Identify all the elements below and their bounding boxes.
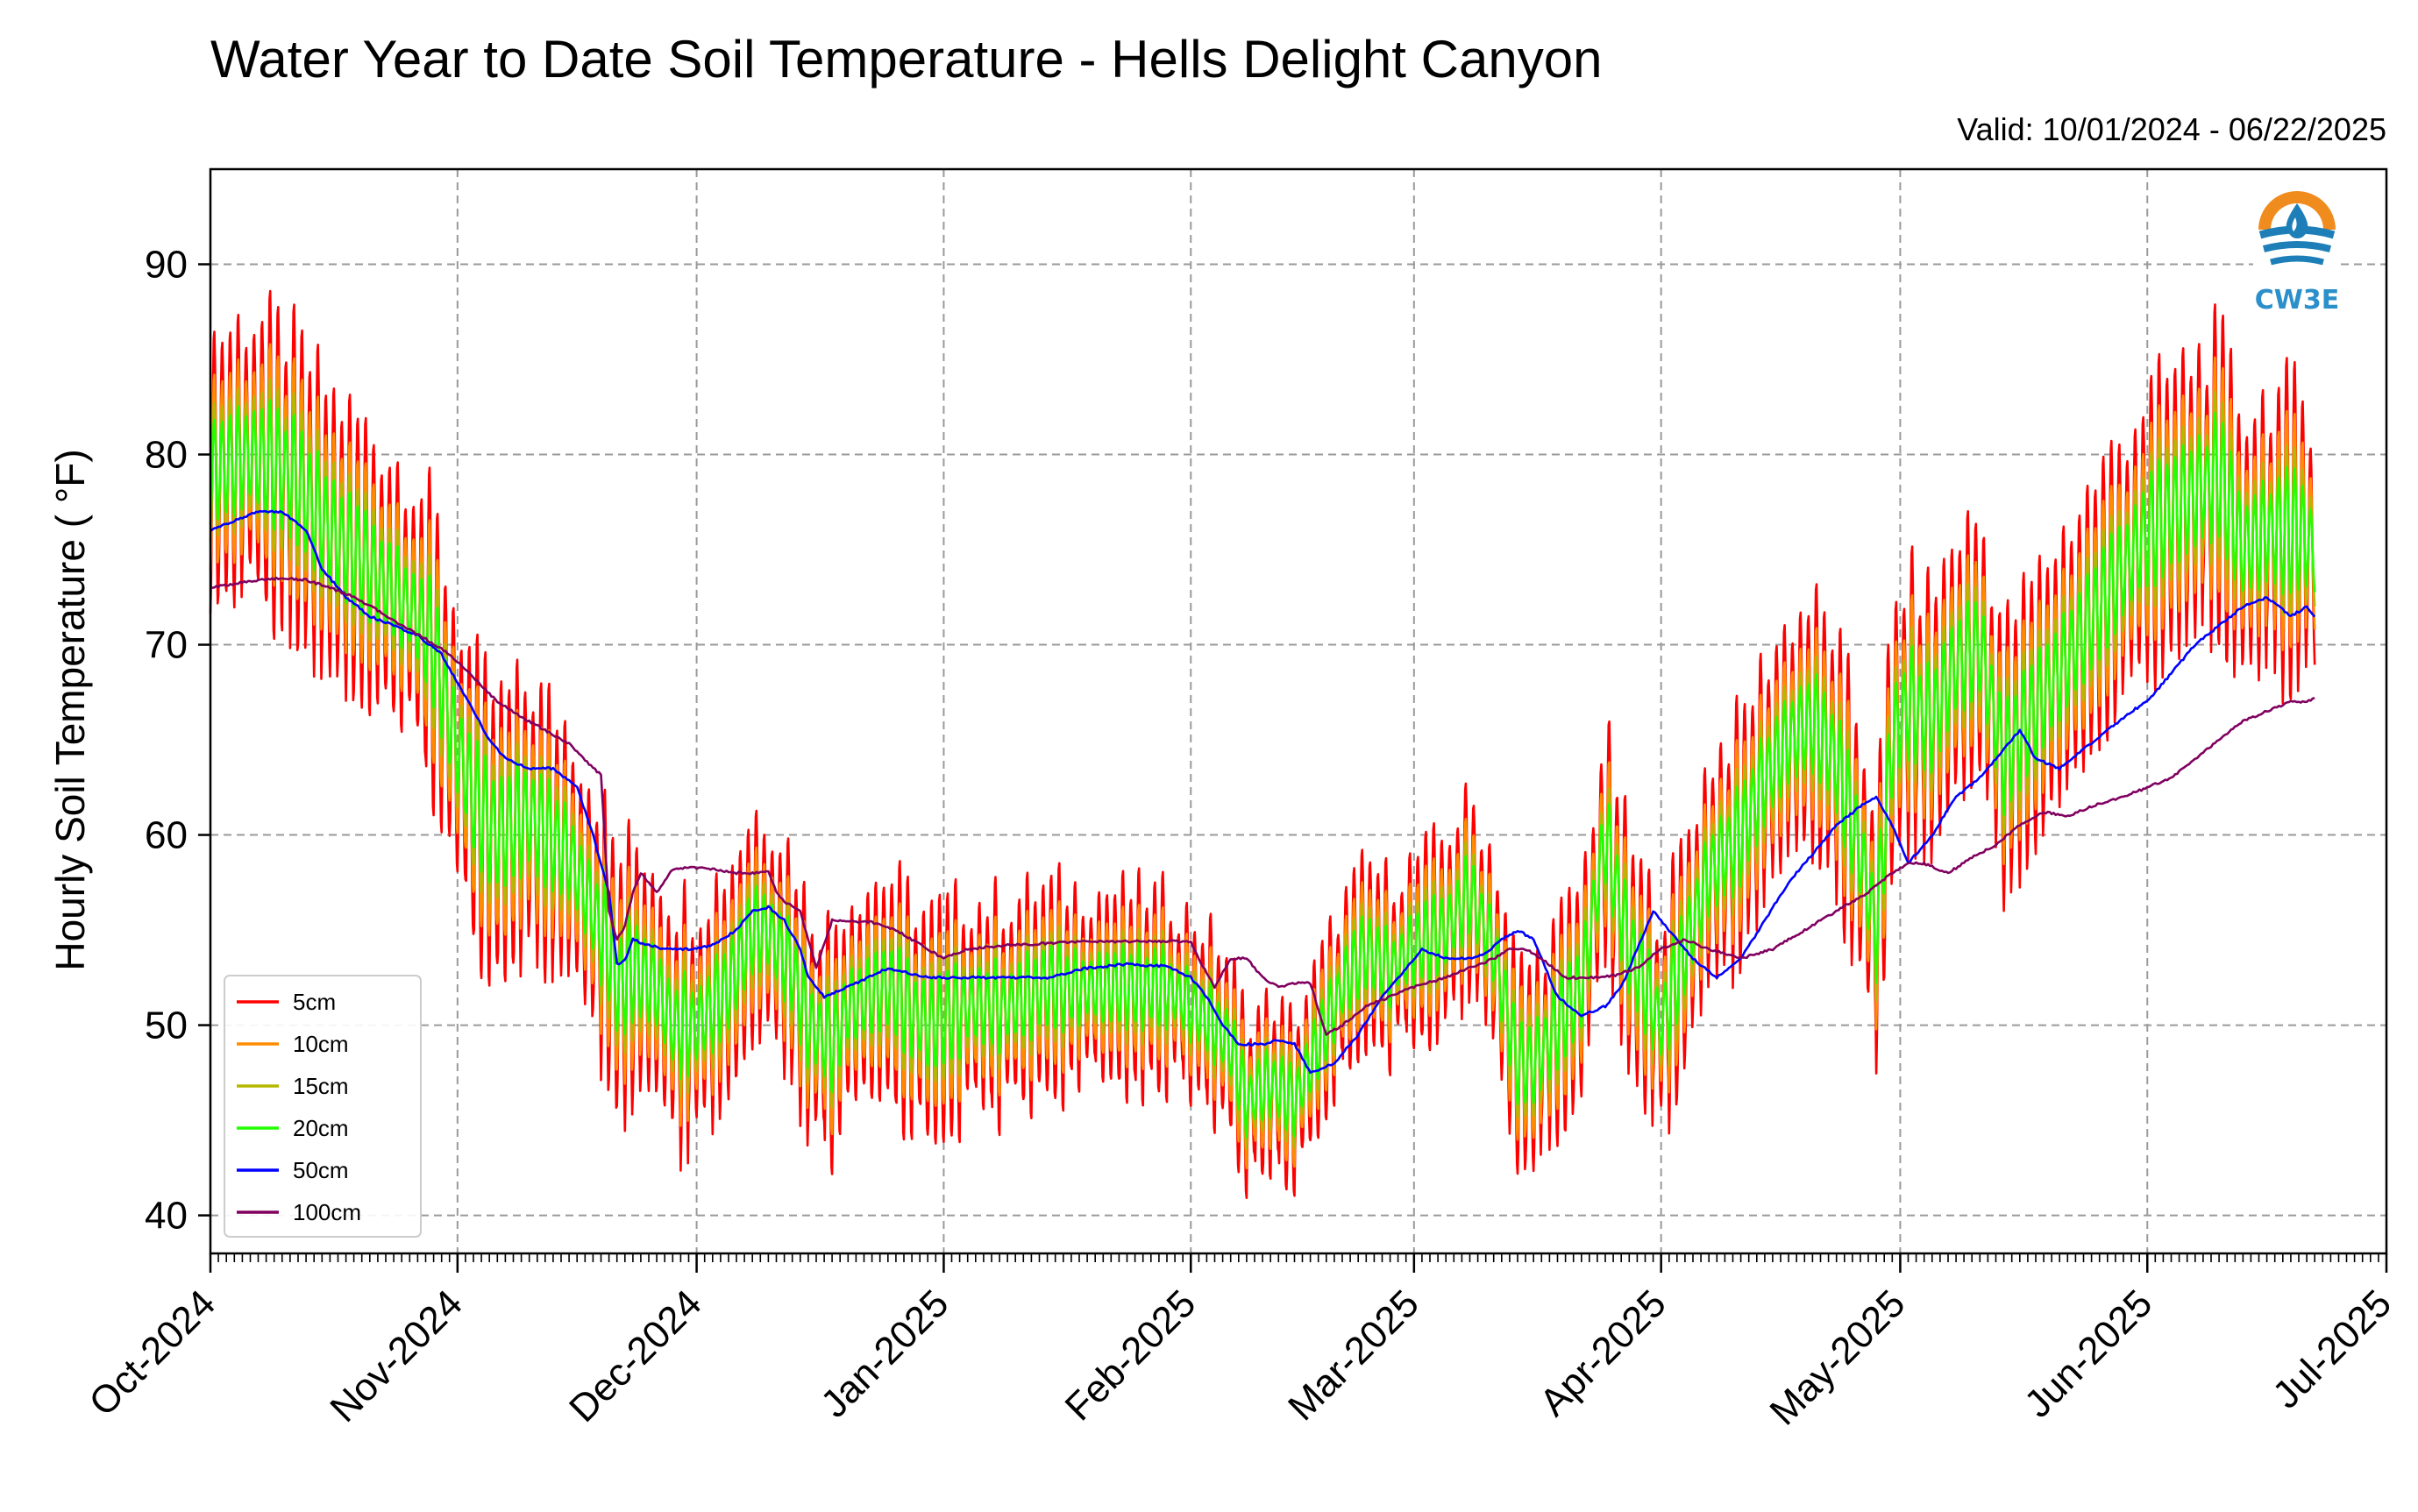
plot-frame — [209, 167, 2388, 1255]
legend-label-20cm: 20cm — [293, 1115, 349, 1141]
series-line-15cm — [209, 378, 2316, 1150]
cw3e-logo: CW3E — [2253, 191, 2341, 316]
logo-text: CW3E — [2255, 285, 2339, 316]
chart-title: Water Year to Date Soil Temperature - He… — [210, 30, 1602, 89]
series-line-20cm — [209, 399, 2316, 1139]
y-tick-label: 70 — [145, 624, 188, 667]
legend-label-10cm: 10cm — [293, 1031, 349, 1057]
legend-label-15cm: 15cm — [293, 1073, 349, 1099]
legend-label-100cm: 100cm — [293, 1199, 361, 1225]
legend-label-50cm: 50cm — [293, 1157, 349, 1183]
water-drop-logo-icon — [2253, 191, 2341, 272]
y-tick-label: 80 — [145, 434, 188, 477]
chart-subtitle: Valid: 10/01/2024 - 06/22/2025 — [1957, 111, 2386, 147]
legend-label-5cm: 5cm — [293, 989, 336, 1015]
y-tick-label: 40 — [145, 1195, 188, 1238]
series-line-100cm — [210, 576, 2315, 1036]
series-line-10cm — [209, 343, 2316, 1169]
y-tick-label: 90 — [145, 244, 188, 287]
legend: 5cm 10cm 15cm 20cm 50cm 100cm — [224, 975, 422, 1238]
series-line-5cm — [209, 289, 2316, 1199]
series-lines — [209, 289, 2316, 1199]
series-line-50cm — [210, 509, 2316, 1075]
x-minor-ticks — [210, 1253, 2387, 1262]
y-tick-label: 60 — [145, 814, 188, 857]
y-axis-label: Hourly Soil Temperature ( °F) — [47, 449, 93, 970]
y-tick-label: 50 — [145, 1004, 188, 1047]
